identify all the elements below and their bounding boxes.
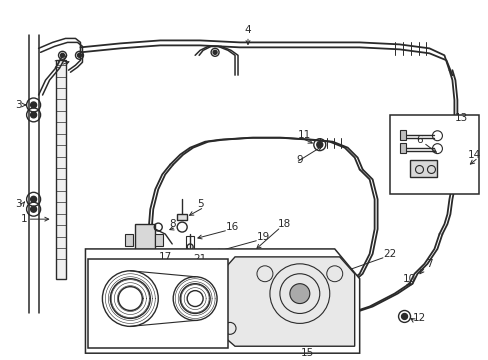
Text: 16: 16 [225, 222, 238, 232]
Bar [186, 236, 194, 264]
Bar [135, 224, 155, 254]
Circle shape [164, 260, 172, 268]
Circle shape [31, 102, 37, 108]
Text: 7: 7 [425, 259, 432, 269]
Text: 6: 6 [415, 135, 422, 145]
Text: 2: 2 [53, 60, 60, 70]
Circle shape [31, 196, 37, 202]
Text: 8: 8 [168, 219, 175, 229]
Circle shape [213, 50, 217, 54]
Circle shape [31, 206, 37, 212]
Bar [155, 234, 163, 246]
Text: 1: 1 [20, 214, 27, 224]
Text: 19: 19 [256, 232, 269, 242]
Bar [177, 214, 187, 220]
Bar [56, 60, 65, 279]
Polygon shape [85, 249, 359, 353]
Bar [244, 249, 259, 257]
Circle shape [77, 53, 81, 57]
Text: 3: 3 [15, 100, 22, 110]
Text: 14: 14 [467, 150, 480, 159]
Bar [88, 259, 227, 348]
Text: 9: 9 [296, 154, 303, 165]
Text: 4: 4 [244, 26, 251, 36]
Text: 10: 10 [402, 274, 415, 284]
Circle shape [401, 314, 407, 319]
Bar [389, 115, 478, 194]
Text: 22: 22 [382, 249, 395, 259]
Text: 5: 5 [196, 199, 203, 209]
Circle shape [61, 53, 64, 57]
Circle shape [439, 158, 445, 165]
Text: 12: 12 [412, 314, 425, 323]
Text: 15: 15 [301, 348, 314, 358]
Text: 13: 13 [454, 113, 467, 123]
Text: 3: 3 [15, 199, 22, 209]
Circle shape [289, 284, 309, 303]
Circle shape [447, 158, 453, 165]
Bar [439, 154, 456, 167]
Text: 23: 23 [168, 293, 182, 303]
Circle shape [443, 142, 448, 147]
Polygon shape [220, 257, 354, 346]
Bar [399, 143, 405, 153]
Bar [408, 159, 437, 177]
Bar [399, 130, 405, 140]
Text: 11: 11 [298, 130, 311, 140]
Text: 20: 20 [233, 269, 246, 279]
Bar [125, 234, 133, 246]
Text: 18: 18 [278, 219, 291, 229]
Text: 21: 21 [193, 254, 206, 264]
Text: 17: 17 [158, 252, 171, 262]
Circle shape [31, 112, 37, 118]
Circle shape [316, 142, 322, 148]
